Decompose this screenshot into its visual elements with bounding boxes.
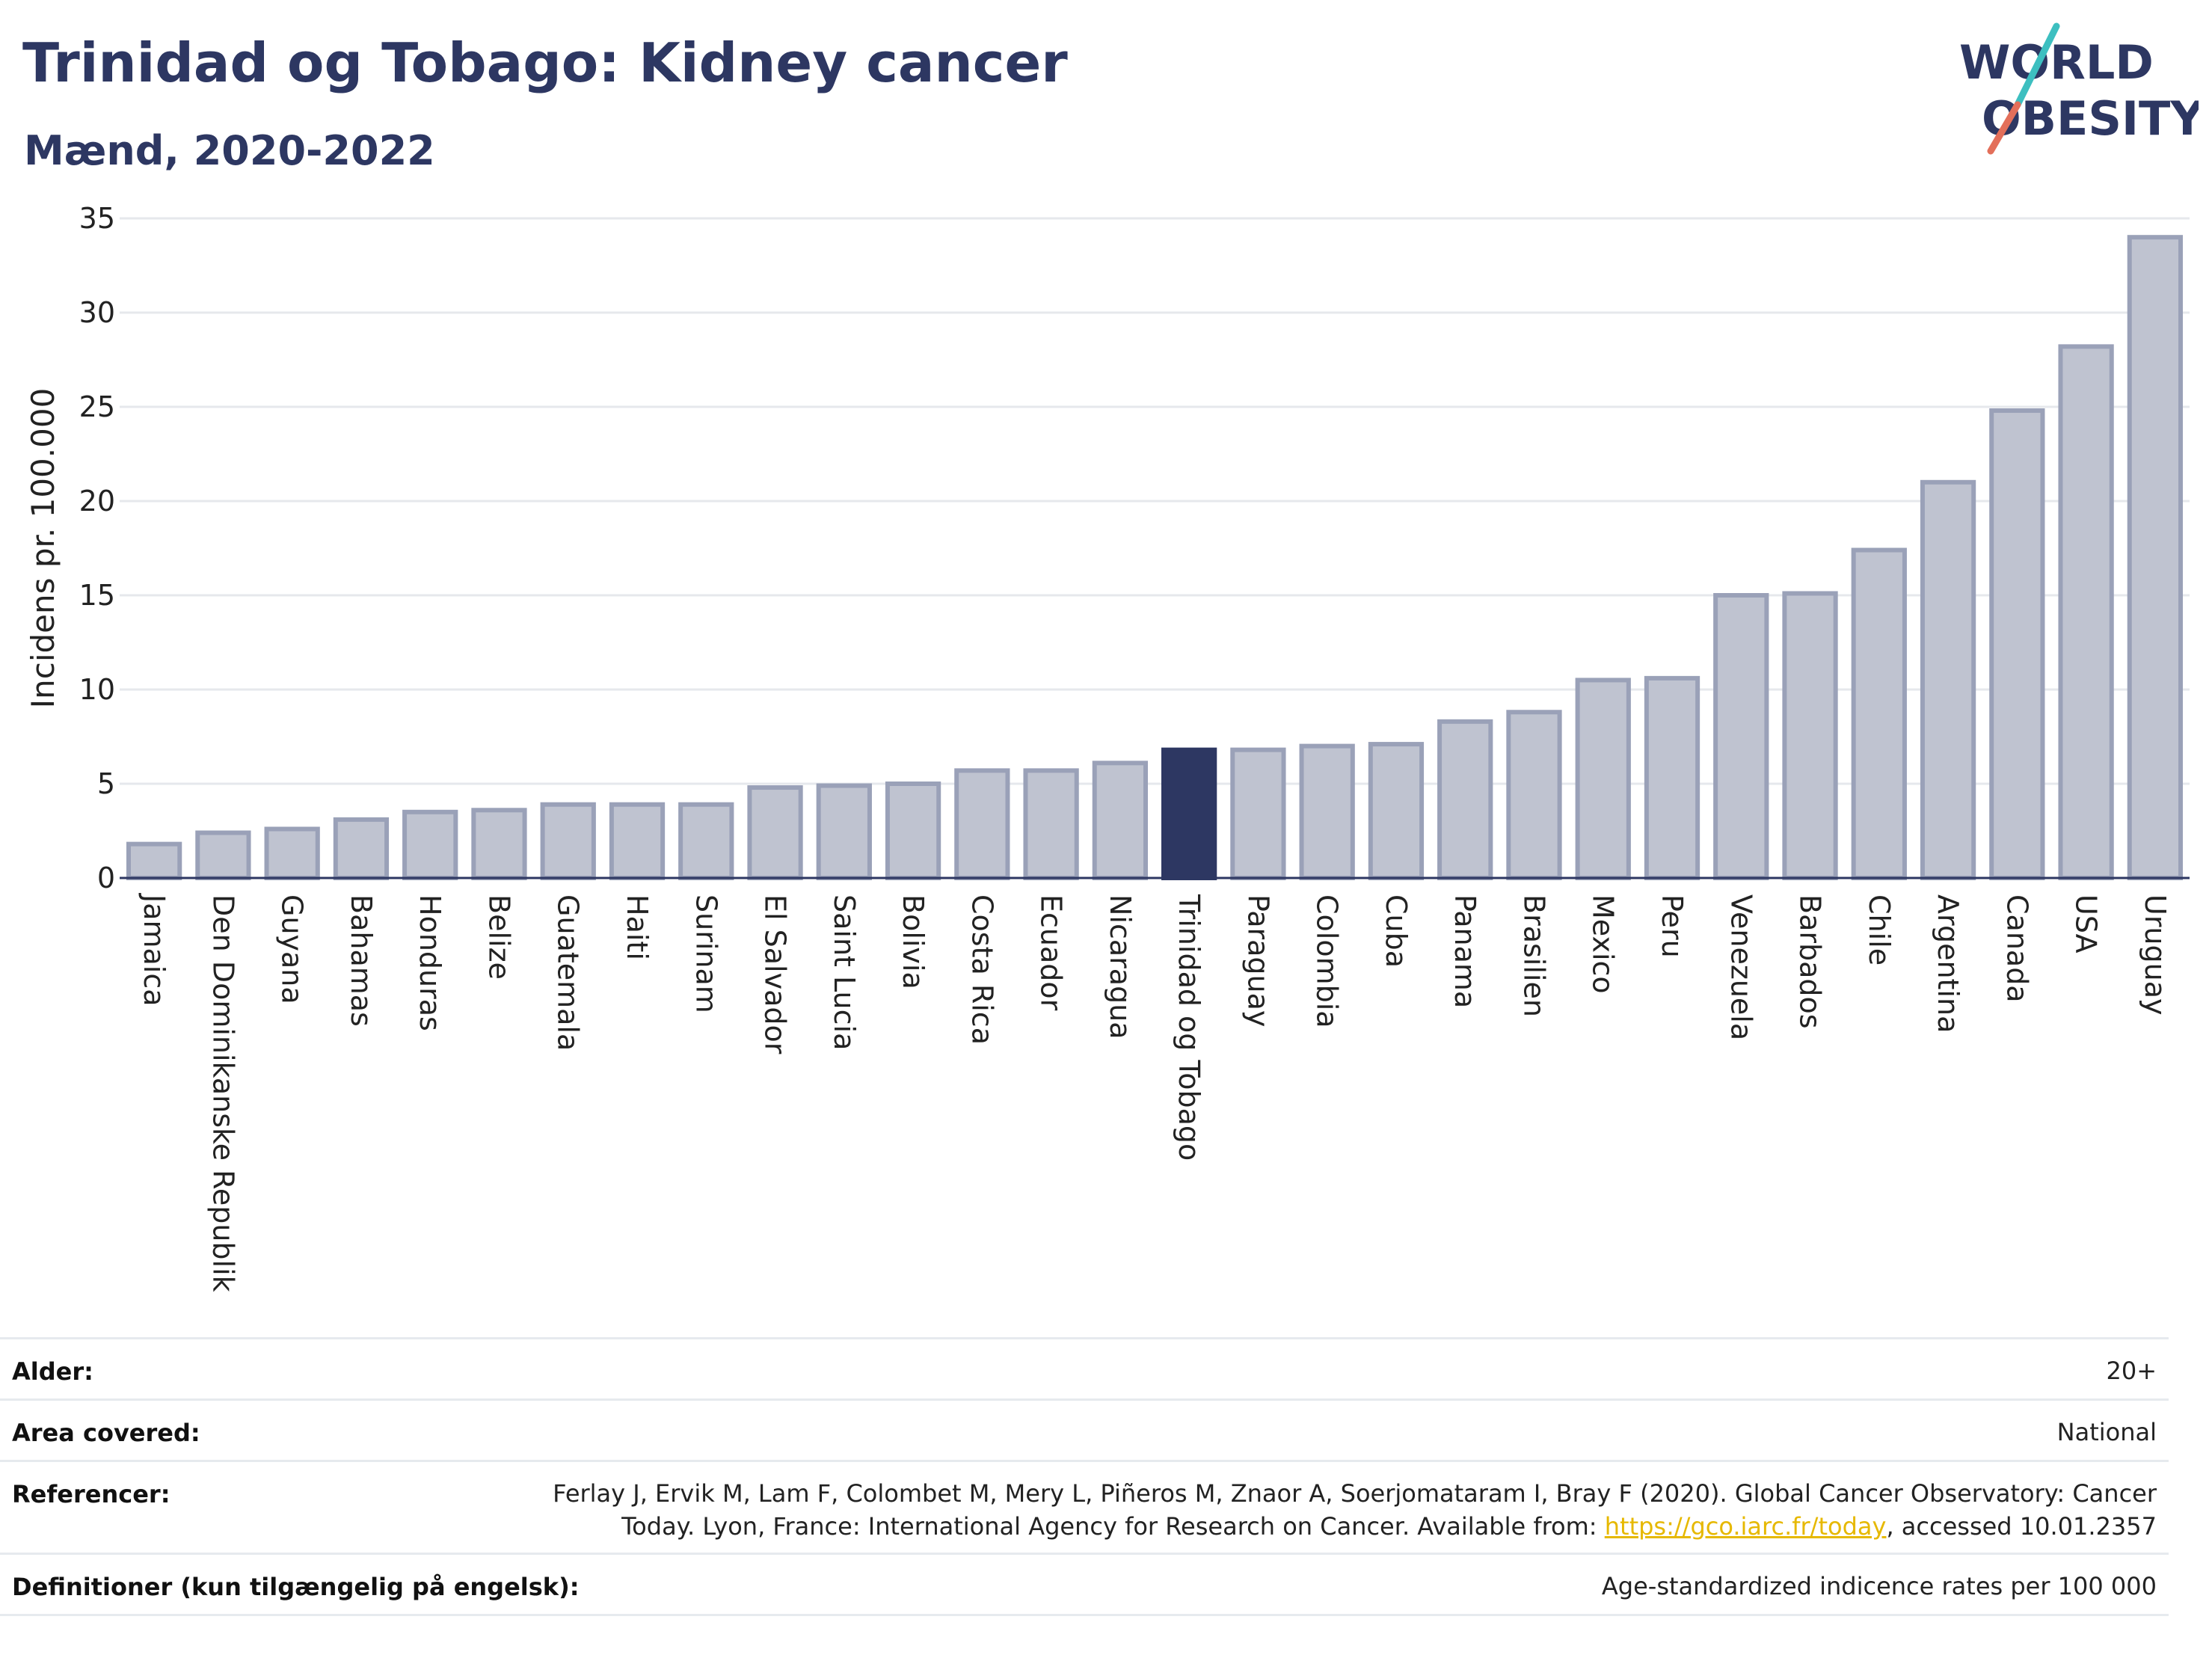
x-tick-label-12: Costa Rica xyxy=(965,894,998,1045)
bar-22 xyxy=(1644,675,1701,880)
reference-text-pre: Today. Lyon, France: International Agenc… xyxy=(621,1512,1605,1541)
x-tick-label-1: Den Dominikanske Republik xyxy=(206,894,239,1292)
x-tick-label-20: Brasilien xyxy=(1517,894,1550,1017)
y-tick-label-10: 10 xyxy=(79,673,115,706)
bar-25 xyxy=(1851,547,1907,881)
x-tick-label-7: Haiti xyxy=(621,894,654,960)
bar-4 xyxy=(402,809,458,881)
meta-bottom-divider xyxy=(0,1614,2169,1616)
meta-label-age: Alder: xyxy=(12,1357,93,1386)
x-tick-label-18: Cuba xyxy=(1380,894,1413,968)
bar-29 xyxy=(2127,235,2184,880)
bar-26 xyxy=(1920,479,1976,880)
meta-label-references: Referencer: xyxy=(12,1480,170,1508)
logo-slash-coral xyxy=(1987,101,2021,155)
x-tick-label-5: Belize xyxy=(482,894,515,980)
reference-text-post: , accessed 10.01.2357 xyxy=(1886,1512,2157,1541)
y-axis-title: Incidens pr. 100.000 xyxy=(25,388,61,709)
x-tick-label-4: Honduras xyxy=(414,894,446,1031)
x-tick-label-21: Mexico xyxy=(1587,894,1620,994)
bar-17 xyxy=(1299,743,1355,880)
y-tick-label-20: 20 xyxy=(79,485,115,518)
bar-8 xyxy=(678,802,734,880)
x-tick-label-8: Surinam xyxy=(689,894,722,1013)
meta-row-age: Alder: 20+ xyxy=(0,1337,2169,1401)
y-tick-label-25: 25 xyxy=(79,390,115,423)
bar-14 xyxy=(1092,761,1149,881)
bar-18 xyxy=(1368,742,1425,881)
bar-23 xyxy=(1713,593,1769,880)
meta-value-references: Ferlay J, Ervik M, Lam F, Colombet M, Me… xyxy=(553,1477,2157,1543)
chart-subtitle: Mænd, 2020-2022 xyxy=(24,127,435,174)
x-tick-label-6: Guatemala xyxy=(552,894,585,1051)
chart-title: Trinidad og Tobago: Kidney cancer xyxy=(22,31,1068,94)
x-tick-label-19: Panama xyxy=(1448,894,1481,1008)
y-tick-label-35: 35 xyxy=(79,202,115,235)
x-tick-label-2: Guyana xyxy=(276,894,309,1004)
reference-line-2: Today. Lyon, France: International Agenc… xyxy=(553,1510,2157,1543)
bar-15 xyxy=(1161,747,1217,881)
x-tick-label-16: Paraguay xyxy=(1241,894,1274,1027)
bar-19 xyxy=(1437,719,1493,881)
x-tick-label-23: Venezuela xyxy=(1724,894,1757,1040)
meta-value-definitions: Age-standardized indicence rates per 100… xyxy=(1601,1572,2157,1600)
bar-13 xyxy=(1023,768,1079,880)
bar-24 xyxy=(1782,591,1838,880)
bar-0 xyxy=(126,841,182,881)
bar-chart: 0 5 10 15 20 25 30 35 Incidens pr. 100.000 Jamaic… xyxy=(25,202,2190,1292)
meta-row-references: Referencer: Ferlay J, Ervik M, Lam F, Co… xyxy=(0,1460,2169,1555)
bar-9 xyxy=(747,785,803,881)
world-obesity-logo: WORLD OBESITY xyxy=(1959,22,2199,155)
x-tick-label-11: Bolivia xyxy=(897,894,930,989)
reference-link[interactable]: https://gco.iarc.fr/today xyxy=(1604,1512,1887,1541)
bar-28 xyxy=(2058,344,2114,880)
meta-row-definitions: Definitioner (kun tilgængelig på engelsk… xyxy=(0,1553,2169,1616)
x-tick-label-15: Trinidad og Tobago xyxy=(1173,894,1205,1161)
meta-value-age: 20+ xyxy=(2106,1357,2157,1385)
y-tick-label-5: 5 xyxy=(97,767,115,800)
y-tick-label-15: 15 xyxy=(79,579,115,612)
x-tick-label-25: Chile xyxy=(1863,894,1896,965)
x-tick-label-28: USA xyxy=(2070,894,2103,954)
bar-27 xyxy=(1989,408,2045,880)
x-tick-label-0: Jamaica xyxy=(138,893,170,1007)
x-tick-label-22: Peru xyxy=(1656,894,1689,958)
x-tick-label-27: Canada xyxy=(2000,894,2033,1003)
logo-text-line1: WORLD xyxy=(1959,35,2154,90)
x-tick-label-13: Ecuador xyxy=(1035,894,1068,1011)
bar-3 xyxy=(333,817,390,881)
x-tick-label-9: El Salvador xyxy=(759,894,792,1054)
meta-label-area: Area covered: xyxy=(12,1419,200,1447)
x-tick-label-24: Barbados xyxy=(1794,894,1827,1029)
y-tick-label-0: 0 xyxy=(97,862,115,894)
bar-12 xyxy=(954,768,1010,880)
bar-6 xyxy=(540,802,596,880)
meta-label-definitions: Definitioner (kun tilgængelig på engelsk… xyxy=(12,1573,580,1601)
meta-value-area: National xyxy=(2056,1418,2157,1446)
reference-line-1: Ferlay J, Ervik M, Lam F, Colombet M, Me… xyxy=(553,1479,2157,1508)
x-tick-label-14: Nicaragua xyxy=(1104,894,1137,1040)
x-tick-label-29: Uruguay xyxy=(2139,894,2172,1016)
bar-21 xyxy=(1575,678,1631,881)
x-tick-label-26: Argentina xyxy=(1932,894,1964,1033)
bar-10 xyxy=(816,783,872,881)
bar-7 xyxy=(609,802,666,880)
logo-slash-teal xyxy=(2014,22,2060,108)
bar-16 xyxy=(1230,747,1286,881)
bar-5 xyxy=(471,808,527,881)
x-tick-label-10: Saint Lucia xyxy=(828,894,861,1050)
meta-row-area: Area covered: National xyxy=(0,1398,2169,1462)
x-tick-label-3: Bahamas xyxy=(345,894,378,1027)
y-tick-label-30: 30 xyxy=(79,296,115,329)
bar-1 xyxy=(195,830,251,881)
bar-2 xyxy=(264,826,320,880)
bar-20 xyxy=(1506,710,1562,880)
bar-11 xyxy=(885,782,941,880)
x-tick-label-17: Colombia xyxy=(1311,894,1344,1028)
